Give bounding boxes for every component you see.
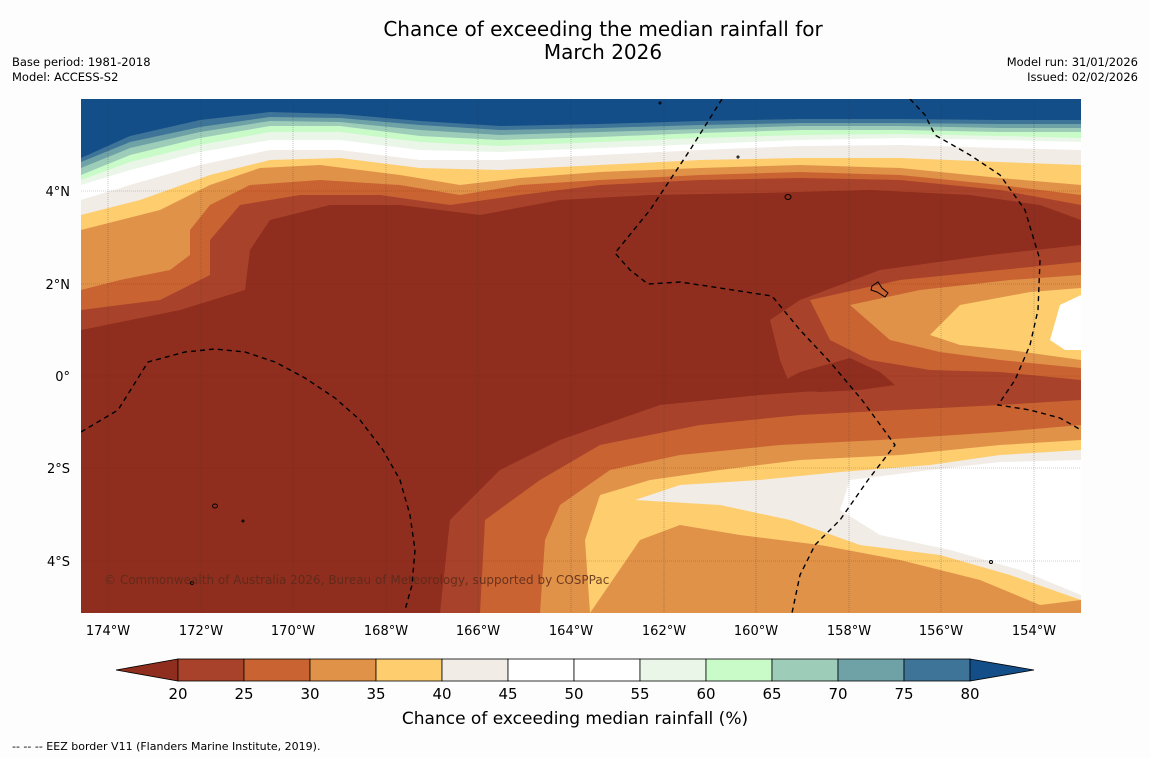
title-line-1: Chance of exceeding the median rainfall …: [383, 17, 823, 41]
colorbar-tick: 60: [696, 685, 715, 703]
base-period: Base period: 1981-2018: [12, 55, 151, 69]
colorbar-bin: [771, 658, 839, 682]
colorbar-tick: 65: [762, 685, 781, 703]
colorbar-tick: 40: [432, 685, 451, 703]
meta-left: Base period: 1981-2018 Model: ACCESS-S2: [12, 55, 151, 85]
lat-label: 0°: [55, 370, 70, 385]
colorbar-tick: 20: [168, 685, 187, 703]
longitude-labels: 174°W 172°W 170°W 168°W 166°W 164°W 162°…: [86, 624, 1056, 639]
lon-label: 164°W: [549, 624, 593, 639]
lat-label: 4°S: [47, 555, 70, 570]
colorbar-tick: 35: [366, 685, 385, 703]
colorbar-bin: [837, 658, 905, 682]
lon-label: 174°W: [86, 624, 130, 639]
title-line-2: March 2026: [543, 40, 663, 64]
lon-label: 166°W: [456, 624, 500, 639]
colorbar-label: Chance of exceeding median rainfall (%): [401, 709, 749, 729]
band-35-40-east: [930, 288, 1081, 360]
band-below-20-equator: [785, 358, 895, 392]
colorbar-extend-low: [115, 658, 179, 682]
colorbar: 20 25 30 35 40 45 50 55 60 65 70 75 80: [115, 658, 1035, 703]
map-plot-area: © Commonwealth of Australia 2026, Bureau…: [81, 99, 1081, 613]
meta-right: Model run: 31/01/2026 Issued: 02/02/2026: [1007, 55, 1138, 85]
eez-footer-note: -- -- -- EEZ border V11 (Flanders Marine…: [12, 740, 321, 753]
colorbar-bin: [639, 658, 707, 682]
lat-label: 2°S: [47, 462, 70, 477]
map-title: Chance of exceeding the median rainfall …: [0, 18, 1150, 64]
colorbar-tick: 25: [234, 685, 253, 703]
lat-label: 4°N: [46, 185, 71, 200]
model-name: Model: ACCESS-S2: [12, 70, 119, 84]
islands: [190, 101, 993, 585]
colorbar-tick: 75: [894, 685, 913, 703]
lon-label: 156°W: [919, 624, 963, 639]
colorbar-bin: [243, 658, 311, 682]
colorbar-bin: [903, 658, 971, 682]
lon-label: 160°W: [734, 624, 778, 639]
eez-borders: [81, 99, 1081, 613]
colorbar-tick: 80: [960, 685, 979, 703]
colorbar-bin: [507, 658, 575, 682]
lat-label: 2°N: [46, 278, 71, 293]
model-run: Model run: 31/01/2026: [1006, 55, 1138, 69]
colorbar-bin: [309, 658, 377, 682]
band-above-80-north: [81, 99, 1081, 158]
map-gridlines: [81, 99, 1081, 613]
latitude-labels: 4°N 2°N 0° 2°S 4°S: [46, 185, 71, 570]
band-45-50-south: [840, 460, 1081, 595]
colorbar-bin: [705, 658, 773, 682]
colorbar-bin: [573, 658, 641, 682]
band-45-50-east: [1050, 295, 1081, 350]
colorbar-tick: 45: [498, 685, 517, 703]
colorbar-bin: [177, 658, 245, 682]
colorbar-bin: [441, 658, 509, 682]
colorbar-tick: 70: [828, 685, 847, 703]
lon-label: 170°W: [271, 624, 315, 639]
colorbar-tick: 55: [630, 685, 649, 703]
colorbar-tick: 50: [564, 685, 583, 703]
lon-label: 154°W: [1012, 624, 1056, 639]
colorbar-extend-high: [969, 658, 1035, 682]
copyright-watermark: © Commonwealth of Australia 2026, Bureau…: [104, 573, 609, 587]
colorbar-bin: [375, 658, 443, 682]
lon-label: 158°W: [827, 624, 871, 639]
colorbar-tick: 30: [300, 685, 319, 703]
lon-label: 168°W: [364, 624, 408, 639]
lon-label: 172°W: [179, 624, 223, 639]
lon-label: 162°W: [642, 624, 686, 639]
issued-date: Issued: 02/02/2026: [1027, 70, 1138, 84]
